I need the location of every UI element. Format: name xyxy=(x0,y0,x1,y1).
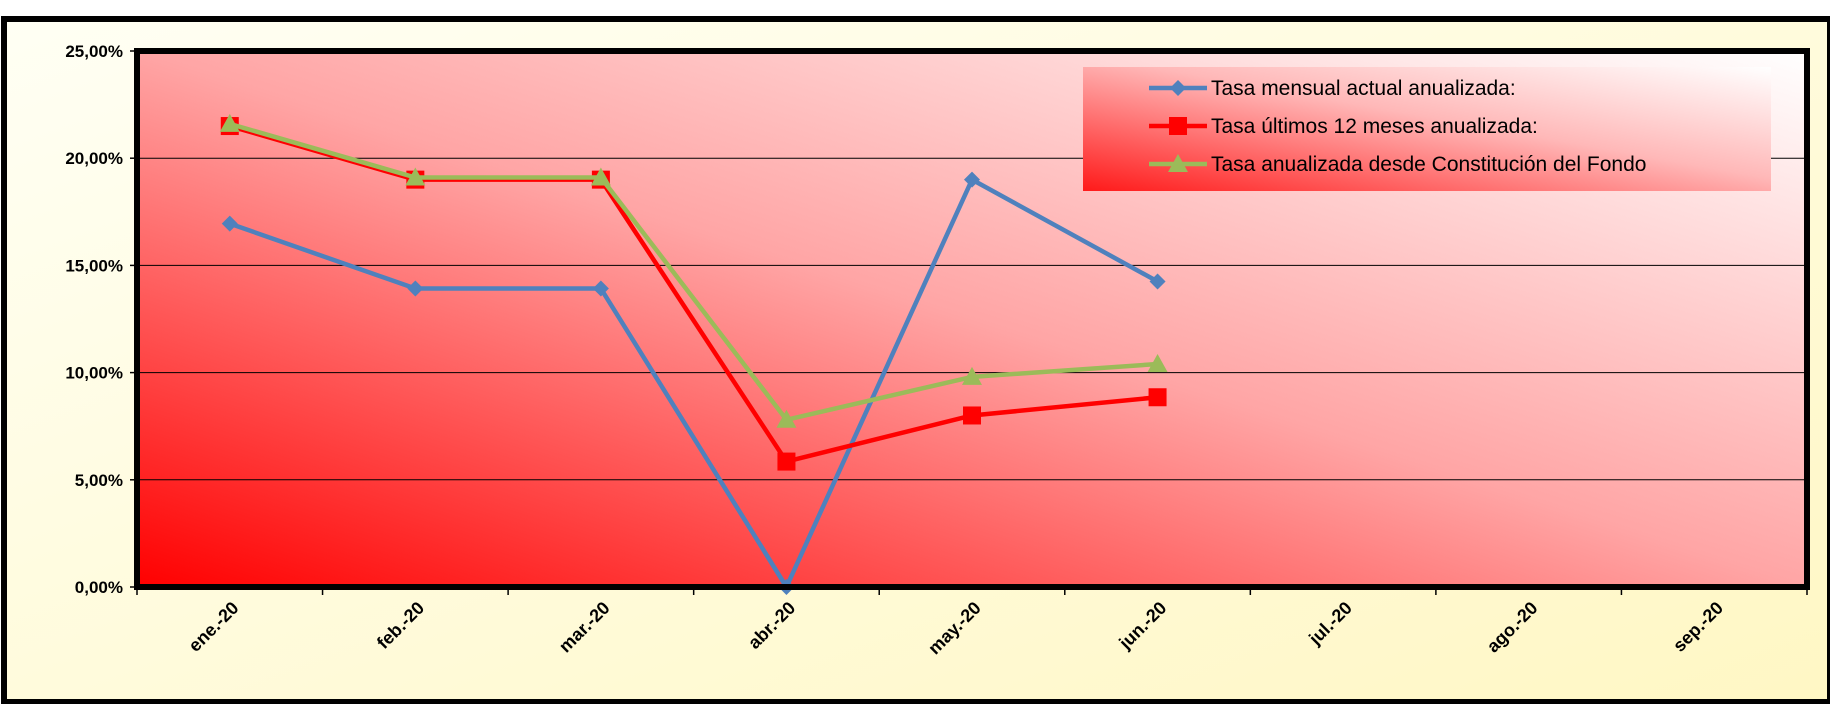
y-tick-label: 10,00% xyxy=(65,364,123,383)
y-tick-label: 20,00% xyxy=(65,149,123,168)
legend-label: Tasa últimos 12 meses anualizada: xyxy=(1211,115,1538,138)
y-tick-label: 0,00% xyxy=(75,578,123,597)
legend-marker xyxy=(1169,117,1187,135)
legend-label: Tasa mensual actual anualizada: xyxy=(1211,77,1516,100)
y-tick-label: 25,00% xyxy=(65,42,123,61)
data-point-series-2 xyxy=(1149,388,1167,406)
y-tick-label: 15,00% xyxy=(65,256,123,275)
data-point-series-2 xyxy=(963,406,981,424)
legend-label: Tasa anualizada desde Constitución del F… xyxy=(1211,153,1646,176)
y-tick-label: 5,00% xyxy=(75,471,123,490)
data-point-series-2 xyxy=(777,453,795,471)
